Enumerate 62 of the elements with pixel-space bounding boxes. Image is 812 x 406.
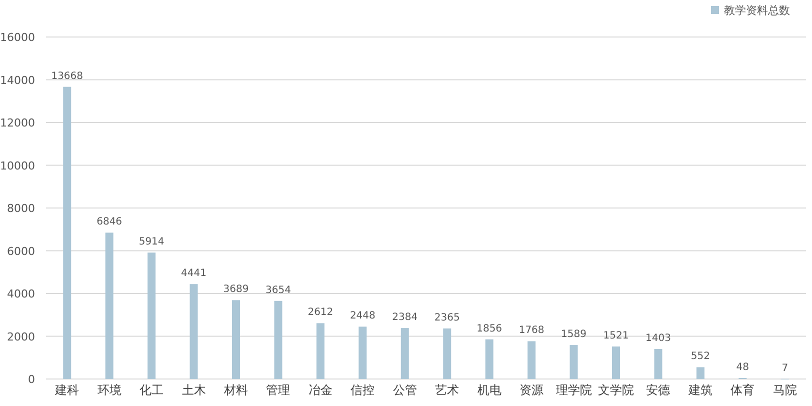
x-tick-label: 理学院 bbox=[556, 383, 592, 397]
bar bbox=[232, 300, 240, 379]
y-tick-label: 4000 bbox=[7, 288, 35, 300]
data-label: 1856 bbox=[476, 323, 502, 334]
x-tick-label: 材料 bbox=[223, 383, 248, 397]
bar bbox=[443, 328, 452, 379]
x-tick-label: 管理 bbox=[266, 383, 290, 397]
y-tick-label: 2000 bbox=[7, 330, 35, 344]
x-tick-label: 信控 bbox=[350, 383, 375, 397]
data-label: 1589 bbox=[561, 329, 587, 340]
x-tick-label: 马院 bbox=[772, 383, 797, 397]
x-tick-label: 安德 bbox=[646, 383, 670, 397]
x-tick-label: 冶金 bbox=[308, 383, 332, 397]
bar bbox=[63, 86, 72, 379]
x-tick-label: 机电 bbox=[477, 383, 502, 397]
x-tick-label: 体育 bbox=[730, 383, 755, 397]
bar bbox=[570, 345, 578, 379]
bar bbox=[105, 232, 114, 379]
bar bbox=[400, 328, 409, 379]
data-label: 2612 bbox=[308, 307, 334, 318]
y-tick-label: 10000 bbox=[0, 159, 35, 172]
data-label: 4441 bbox=[181, 268, 207, 280]
bar bbox=[190, 284, 198, 379]
bar bbox=[654, 349, 662, 379]
data-label: 3654 bbox=[265, 284, 291, 296]
x-tick-label: 公管 bbox=[392, 383, 417, 397]
data-label: 1768 bbox=[518, 325, 544, 336]
legend-label: 教学资料总数 bbox=[724, 4, 790, 17]
bar bbox=[274, 300, 282, 379]
data-label: 48 bbox=[736, 362, 750, 373]
data-label: 6846 bbox=[96, 216, 122, 228]
data-label: 552 bbox=[690, 351, 710, 362]
data-label: 7 bbox=[782, 362, 788, 374]
y-tick-label: 16000 bbox=[0, 31, 35, 44]
bar bbox=[316, 323, 324, 379]
y-tick-label: 0 bbox=[28, 373, 35, 386]
x-tick-label: 资源 bbox=[520, 383, 544, 397]
x-tick-label: 建筑 bbox=[687, 383, 712, 397]
x-tick-label: 土木 bbox=[182, 383, 206, 397]
x-tick-label: 艺术 bbox=[435, 383, 460, 397]
bar bbox=[528, 341, 536, 379]
bar bbox=[485, 339, 494, 379]
bar bbox=[696, 367, 704, 379]
bar bbox=[612, 346, 620, 379]
x-tick-label: 建科 bbox=[54, 383, 80, 397]
x-tick-label: 化工 bbox=[140, 383, 164, 397]
data-label: 1521 bbox=[603, 330, 629, 342]
data-label: 2384 bbox=[392, 312, 418, 324]
bar bbox=[148, 252, 156, 379]
x-tick-label: 文学院 bbox=[598, 383, 634, 397]
data-label: 3689 bbox=[223, 284, 249, 296]
data-label: 2448 bbox=[350, 310, 376, 322]
data-label: 2365 bbox=[434, 312, 460, 324]
y-tick-label: 12000 bbox=[0, 116, 35, 130]
data-label: 5914 bbox=[138, 236, 164, 248]
bar bbox=[358, 326, 367, 379]
data-label: 13668 bbox=[51, 70, 84, 82]
data-label: 1403 bbox=[645, 333, 671, 344]
y-tick-label: 8000 bbox=[7, 202, 35, 215]
y-tick-label: 6000 bbox=[7, 244, 35, 258]
y-tick-label: 14000 bbox=[0, 74, 35, 87]
x-tick-label: 环境 bbox=[97, 383, 122, 397]
